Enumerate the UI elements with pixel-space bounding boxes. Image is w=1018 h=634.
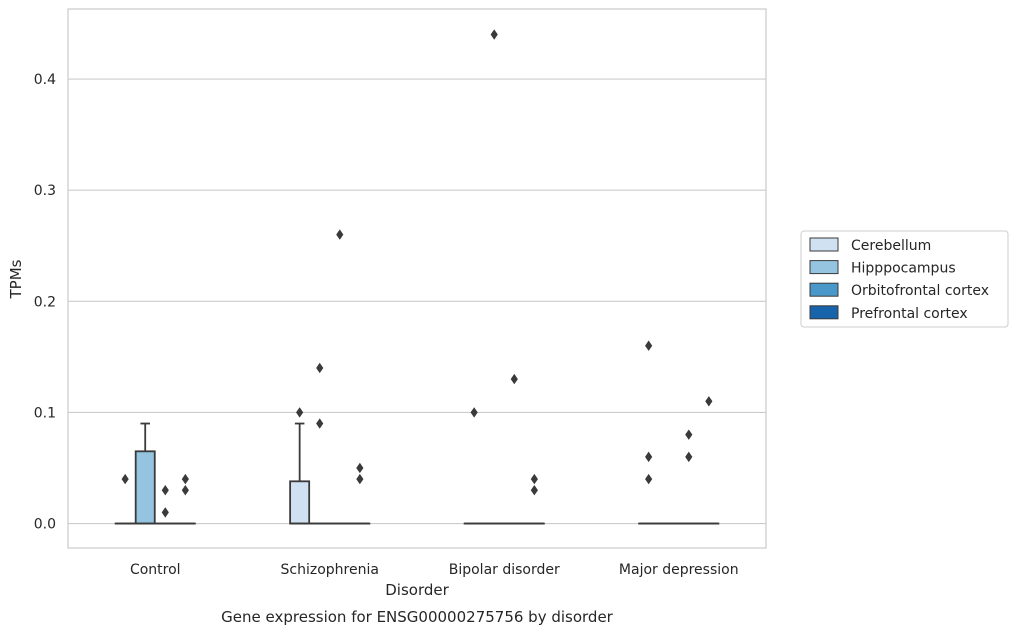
outlier-point — [685, 451, 693, 463]
y-gridlines — [68, 78, 766, 525]
outlier-point — [645, 340, 653, 351]
x-tick-label: Bipolar disorder — [449, 562, 560, 578]
outlier-point — [181, 473, 189, 485]
outlier-point — [705, 396, 713, 407]
outlier-point — [645, 451, 653, 463]
legend-swatch — [809, 282, 839, 297]
legend-label: Prefrontal cortex — [851, 306, 968, 322]
y-tick-label: 0.4 — [34, 72, 56, 88]
outlier-point — [161, 485, 169, 496]
box-body — [134, 450, 156, 525]
outlier-point — [356, 473, 364, 485]
y-tick-label: 0.1 — [34, 405, 56, 421]
legend-label: Hipppocampus — [851, 261, 956, 277]
outlier-point — [510, 373, 518, 385]
box-0-1 — [289, 422, 311, 525]
x-axis-label: Disorder — [385, 581, 449, 599]
outlier-point — [296, 407, 304, 418]
legend-swatch — [809, 237, 839, 252]
outlier-point — [336, 229, 344, 240]
outlier-point — [490, 29, 498, 40]
x-tick-label: Major depression — [619, 562, 739, 578]
outlier-point — [316, 418, 324, 429]
outlier-layer — [121, 29, 713, 518]
outlier-point — [161, 507, 169, 518]
legend-frame — [800, 230, 1009, 328]
y-axis-ticks: 0.0 0.1 0.2 0.3 0.4 — [34, 72, 56, 533]
box-body — [289, 480, 311, 525]
outlier-point — [685, 429, 693, 440]
legend-label: Cerebellum — [851, 238, 931, 254]
box-series-layer — [114, 422, 720, 525]
legend-swatch — [809, 260, 839, 275]
legend-items: Cerebellum Hipppocampus Orbitofrontal cort… — [809, 237, 989, 322]
y-tick-label: 0.2 — [34, 294, 56, 310]
y-tick-label: 0.0 — [34, 517, 56, 533]
y-tick-label: 0.3 — [34, 183, 56, 199]
outlier-point — [470, 407, 478, 418]
plot-area-frame — [67, 8, 767, 549]
legend-label: Orbitofrontal cortex — [851, 283, 989, 299]
y-axis-label: TPMs — [7, 259, 25, 299]
x-tick-label: Schizophrenia — [281, 562, 379, 578]
outlier-point — [181, 485, 189, 496]
legend: Cerebellum Hipppocampus Orbitofrontal cort… — [800, 230, 1009, 328]
box-1-0 — [134, 422, 156, 525]
x-tick-label: Control — [130, 562, 181, 578]
legend-swatch — [809, 305, 839, 320]
outlier-point — [530, 485, 538, 496]
outlier-point — [316, 362, 324, 374]
x-axis-ticks: Control Schizophrenia Bipolar disorder Majo… — [130, 562, 739, 578]
outlier-point — [356, 462, 364, 474]
outlier-point — [530, 473, 538, 485]
outlier-point — [645, 473, 653, 485]
outlier-point — [121, 473, 129, 485]
chart-caption: Gene expression for ENSG00000275756 by d… — [221, 608, 614, 626]
